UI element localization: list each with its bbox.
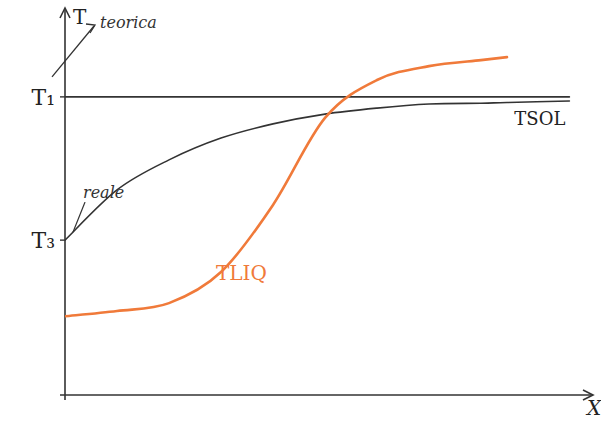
y-tick xyxy=(60,96,65,97)
x-axis-title: X xyxy=(585,396,601,420)
label-arrow xyxy=(52,26,94,77)
series-label: reale xyxy=(83,183,124,202)
y-tick-label: T₃ xyxy=(32,228,56,253)
y-axis xyxy=(64,10,66,400)
series-label: teorica xyxy=(100,13,157,32)
chart: T X T₁ T₃ teorica reale TSOL TLIQ xyxy=(0,0,601,421)
series-line xyxy=(65,96,569,98)
series-line xyxy=(65,57,507,316)
label-arrow xyxy=(73,202,85,232)
y-tick-label: T₁ xyxy=(32,85,56,110)
y-axis-arrow xyxy=(60,8,70,18)
annotation: TSOL xyxy=(514,108,565,129)
series-label: TLIQ xyxy=(216,261,267,285)
y-axis-title: T xyxy=(73,5,87,29)
y-tick xyxy=(60,239,65,240)
series-group xyxy=(65,57,569,316)
series-line xyxy=(65,101,569,240)
label-arrowhead xyxy=(86,24,95,33)
x-axis xyxy=(60,394,593,396)
